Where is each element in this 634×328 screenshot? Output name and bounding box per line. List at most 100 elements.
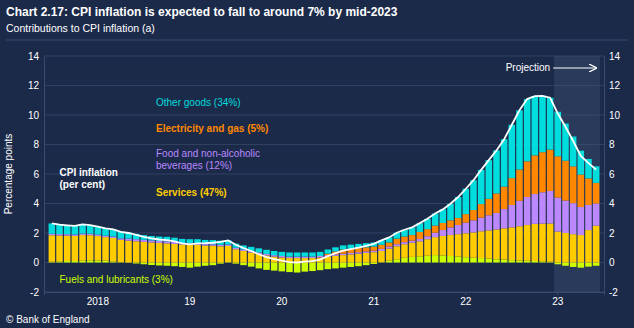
bar xyxy=(340,254,347,255)
bar xyxy=(432,237,439,255)
series-label: Services (47%) xyxy=(156,187,227,198)
bar xyxy=(539,224,546,262)
bar xyxy=(79,234,86,235)
y-tick-label: 0 xyxy=(33,257,39,268)
bar xyxy=(394,239,401,245)
bar xyxy=(217,263,224,264)
bar xyxy=(493,150,500,193)
bar xyxy=(424,236,431,239)
series-label: Food and non-alcoholicbeverages (12%) xyxy=(156,147,260,170)
bar xyxy=(294,263,301,273)
series-labels: Fuels and lubricants (3%)Services (47%)F… xyxy=(60,97,269,285)
bar xyxy=(233,263,240,264)
y2-tick: 12 xyxy=(604,80,621,91)
bar xyxy=(394,246,401,259)
bar xyxy=(593,263,600,266)
bar xyxy=(486,160,493,199)
bar xyxy=(217,246,224,262)
bar xyxy=(87,262,94,263)
bar xyxy=(256,262,263,263)
bar xyxy=(532,224,539,261)
bar xyxy=(340,263,347,268)
bar xyxy=(102,262,109,263)
bar xyxy=(493,213,500,230)
bar xyxy=(547,150,554,191)
bar xyxy=(271,263,278,271)
bar xyxy=(187,239,194,243)
bar xyxy=(87,234,94,235)
bar xyxy=(371,251,378,252)
bar xyxy=(217,262,224,263)
x-axis-line xyxy=(45,293,605,296)
bar xyxy=(210,244,217,245)
x-tick-label: 21 xyxy=(368,296,380,307)
bar xyxy=(286,263,293,273)
x-tick-label: 20 xyxy=(276,296,288,307)
bar xyxy=(578,207,585,235)
x-tick: 2018 xyxy=(87,292,110,307)
bar xyxy=(547,98,554,150)
bar xyxy=(148,263,155,266)
bar xyxy=(501,260,508,263)
bar xyxy=(210,263,217,266)
bar xyxy=(248,252,255,262)
bar xyxy=(271,255,278,256)
bar xyxy=(164,243,171,262)
bar xyxy=(187,245,194,263)
bar xyxy=(102,237,109,261)
bar xyxy=(72,236,79,261)
bar xyxy=(470,180,477,210)
x-tick-mark xyxy=(373,292,374,295)
y-axis-line xyxy=(44,57,45,293)
bar xyxy=(72,262,79,263)
bar xyxy=(486,259,493,263)
bar xyxy=(555,232,562,263)
bar xyxy=(233,262,240,263)
cpi-line xyxy=(52,96,596,263)
bar xyxy=(156,243,163,262)
bar-series xyxy=(49,223,600,262)
bar xyxy=(279,263,286,272)
bar xyxy=(179,263,186,267)
y2-tick-label: 8 xyxy=(609,139,615,150)
bar xyxy=(447,256,454,262)
bar xyxy=(133,241,140,262)
y-axis-label: Percentage points xyxy=(3,134,14,215)
x-tick-label: 19 xyxy=(184,296,196,307)
x-tick-label: 23 xyxy=(552,296,564,307)
bar xyxy=(309,257,316,258)
x-axis: 20181920212223 xyxy=(45,292,605,307)
bar xyxy=(317,252,324,256)
bar xyxy=(524,261,531,263)
bar xyxy=(79,224,86,233)
bar xyxy=(118,240,125,262)
bar xyxy=(516,201,523,226)
chart: Chart 2.17: CPI inflation is expected to… xyxy=(0,0,634,328)
bar xyxy=(363,253,370,263)
projection-shade xyxy=(554,56,600,292)
bar xyxy=(202,263,209,266)
bar xyxy=(555,156,562,197)
bar xyxy=(378,245,385,249)
bar xyxy=(64,262,71,263)
subtitle: Contributions to CPI inflation (a) xyxy=(6,22,155,34)
bar xyxy=(125,239,132,241)
bar xyxy=(49,223,56,233)
bar xyxy=(371,263,378,264)
bar xyxy=(470,258,477,263)
bar xyxy=(455,234,462,256)
y-tick-label: 10 xyxy=(28,110,40,121)
bar xyxy=(478,218,485,232)
bar xyxy=(225,246,232,262)
bar xyxy=(179,262,186,263)
bar xyxy=(447,227,454,235)
y2-tick-label: 14 xyxy=(609,51,621,62)
bar xyxy=(501,228,508,259)
bar xyxy=(478,231,485,258)
bar xyxy=(248,262,255,263)
bar xyxy=(562,233,569,263)
bar xyxy=(332,247,339,251)
bar xyxy=(217,245,224,246)
bar xyxy=(141,263,148,265)
bar xyxy=(263,250,270,254)
